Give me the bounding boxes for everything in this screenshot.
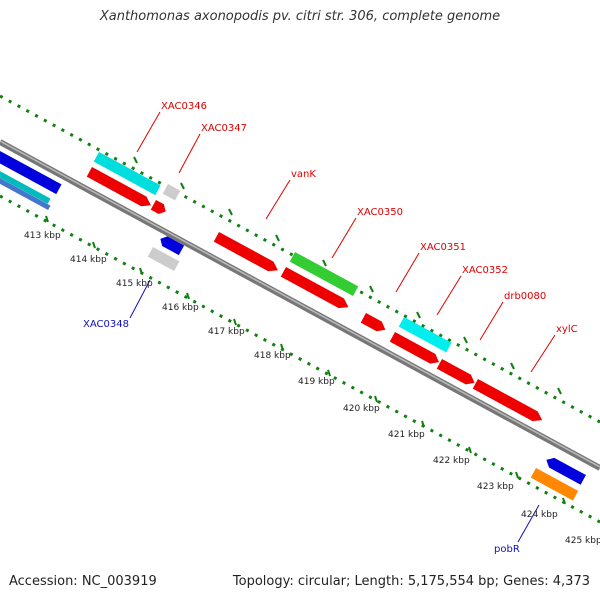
feature-cds-xac0347[interactable] (150, 200, 169, 216)
gene-label-pobr[interactable]: pobR (494, 544, 520, 555)
feature-cds-xac0346[interactable] (86, 167, 154, 210)
gene-label-xac0351[interactable]: XAC0351 (420, 242, 466, 253)
gene-label-drb0080[interactable]: drb0080 (504, 291, 546, 302)
feature-cog-pobr[interactable] (530, 468, 579, 501)
topology-text: Topology: circular; Length: 5,175,554 bp… (232, 574, 590, 589)
gene-label-xac0347[interactable]: XAC0347 (201, 123, 247, 134)
feature-cds-xac0350[interactable] (280, 267, 351, 312)
feature-reverse-xac0348[interactable] (158, 234, 185, 256)
scale-label-422: 422 kbp (433, 456, 470, 466)
feature-cog-xac0347[interactable] (162, 184, 181, 201)
feature-reverse-pobr-1[interactable] (544, 455, 586, 485)
feature-cds-vank[interactable] (213, 232, 281, 275)
scale-label-423: 423 kbp (477, 482, 514, 492)
scale-label-415: 415 kbp (116, 279, 153, 289)
genome-backbone-highlight (0, 140, 600, 468)
scale-label-418: 418 kbp (254, 351, 291, 361)
scale-label-424: 424 kbp (521, 510, 558, 520)
feature-cds-xylc[interactable] (472, 379, 545, 425)
scale-label-417: 417 kbp (208, 327, 245, 337)
gene-label-xac0352[interactable]: XAC0352 (462, 265, 508, 276)
scale-label-420: 420 kbp (343, 404, 380, 414)
gene-label-xac0350[interactable]: XAC0350 (357, 207, 403, 218)
lower-track-ticks (45, 215, 566, 505)
feature-cog-left-1[interactable] (0, 169, 51, 204)
feature-cds-drb0080[interactable] (436, 359, 477, 388)
upper-track-ticks (133, 156, 562, 395)
feature-cog-xac0352[interactable] (398, 317, 452, 353)
gene-label-xylc[interactable]: xylC (556, 324, 578, 335)
genome-backbone (0, 139, 600, 471)
genome-title: Xanthomonas axonopodis pv. citri str. 30… (99, 9, 501, 24)
feature-blocks (0, 151, 586, 501)
label-leaders-forward (136, 111, 556, 373)
feature-cog-left-2[interactable] (0, 176, 51, 210)
scale-label-414: 414 kbp (70, 255, 107, 265)
scale-label-425: 425 kbp (565, 536, 600, 546)
gene-label-xac0348[interactable]: XAC0348 (83, 319, 129, 330)
feature-cog-xac0350[interactable] (289, 252, 359, 297)
accession-text: Accession: NC_003919 (9, 574, 157, 589)
gene-label-xac0346[interactable]: XAC0346 (161, 101, 207, 112)
feature-reverse-left[interactable] (0, 151, 62, 195)
feature-cog-xac0348[interactable] (147, 247, 180, 271)
feature-cds-xac0352[interactable] (389, 332, 442, 367)
scale-label-416: 416 kbp (162, 303, 199, 313)
feature-cog-xac0346[interactable] (93, 152, 161, 196)
scale-label-413: 413 kbp (24, 231, 61, 241)
scale-label-421: 421 kbp (388, 430, 425, 440)
label-leaders-reverse (129, 279, 540, 543)
feature-cds-xac0351[interactable] (360, 313, 388, 335)
gc-track-lower (0, 194, 600, 524)
scale-label-419: 419 kbp (298, 377, 335, 387)
gene-label-vank[interactable]: vanK (291, 169, 316, 180)
